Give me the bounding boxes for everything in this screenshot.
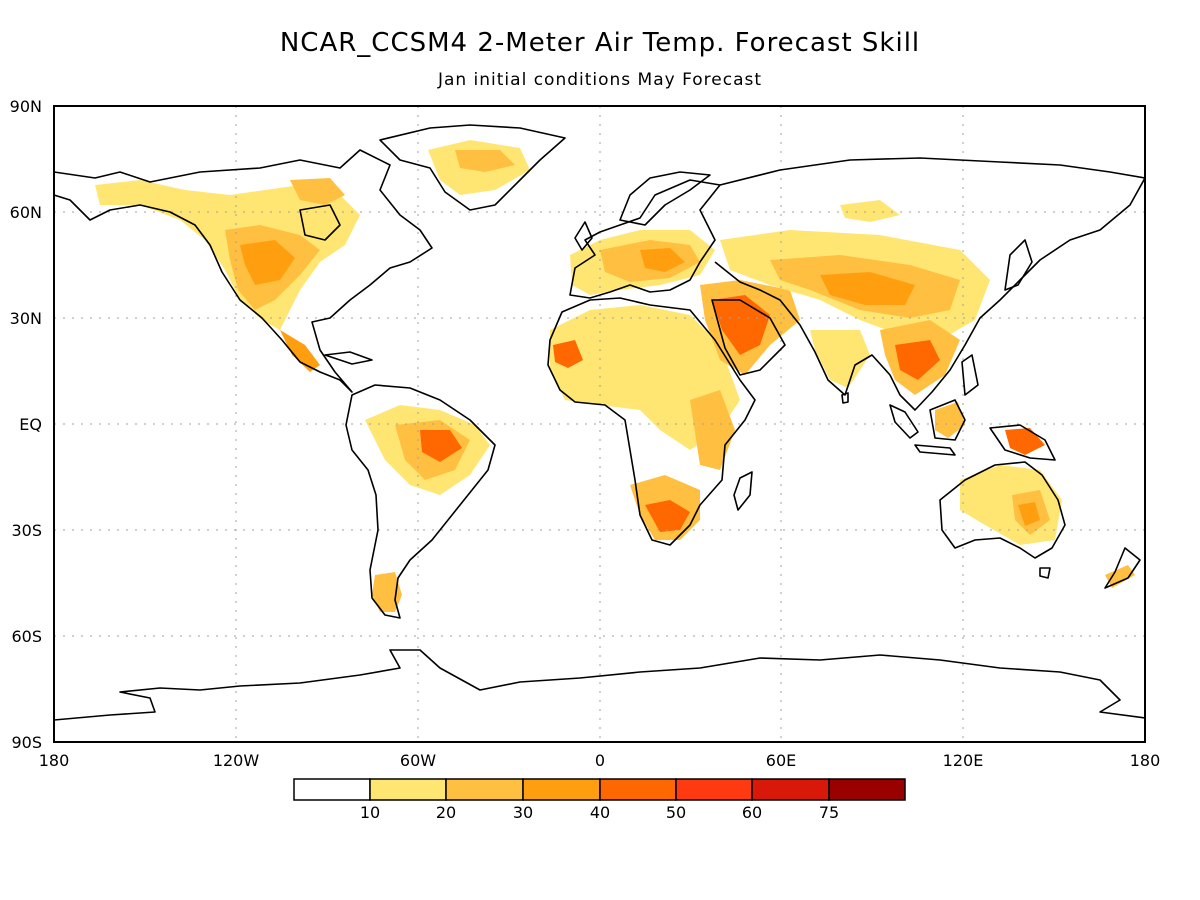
coast-greenland <box>379 124 566 211</box>
coast-scandinavia <box>619 171 711 226</box>
lat-label-90n: 90N <box>10 97 42 116</box>
lat-label-30s: 30S <box>11 521 42 540</box>
coast-europe <box>569 179 721 299</box>
colorbar-box-1 <box>369 778 447 801</box>
colorbar-label-60: 60 <box>742 803 762 822</box>
shade-australia <box>960 465 1062 545</box>
shade-mexico <box>280 330 320 372</box>
shade-west-africa <box>553 340 583 368</box>
colorbar-box-4 <box>599 778 677 801</box>
skill-shading <box>95 140 1135 612</box>
colorbar-label-20: 20 <box>436 803 456 822</box>
coast-sri-lanka <box>841 392 849 404</box>
shade-patagonia <box>372 572 402 612</box>
lon-label-60e: 60E <box>766 751 796 770</box>
coast-philippines <box>961 354 979 396</box>
colorbar-label-75: 75 <box>819 803 839 822</box>
shade-southeast-asia-2 <box>895 340 940 380</box>
coast-antarctica <box>54 649 1145 721</box>
colorbar-box-5 <box>675 778 753 801</box>
coastlines <box>54 124 1145 721</box>
coast-british-isles <box>574 221 593 251</box>
colorbar-box-0 <box>293 778 371 801</box>
lon-label-180w: 180 <box>39 751 70 770</box>
shade-europe-3 <box>640 248 685 272</box>
lon-label-120e: 120E <box>943 751 984 770</box>
coast-cuba <box>324 351 373 365</box>
lat-label-60n: 60N <box>10 203 42 222</box>
coast-south-america <box>345 384 496 619</box>
shade-north-america <box>95 180 360 330</box>
lat-label-eq: EQ <box>19 415 42 434</box>
lon-label-60w: 60W <box>400 751 436 770</box>
map-title: NCAR_CCSM4 2-Meter Air Temp. Forecast Sk… <box>279 28 921 58</box>
shade-greenland-2 <box>455 150 515 172</box>
coast-australia <box>939 461 1066 559</box>
colorbar-box-3 <box>522 778 601 801</box>
lon-label-120w: 120W <box>213 751 260 770</box>
shade-borneo <box>935 402 965 438</box>
shade-amazon-3 <box>420 430 462 462</box>
shade-central-asia-3 <box>820 272 915 305</box>
lon-label-0: 0 <box>595 751 605 770</box>
map-frame <box>53 105 1146 743</box>
colorbar: 10 20 30 40 50 60 75 <box>293 778 906 822</box>
coast-java <box>914 444 956 456</box>
shade-southern-africa-2 <box>645 500 690 532</box>
shade-india <box>810 330 870 388</box>
coast-arabia <box>711 299 786 376</box>
lon-label-180e: 180 <box>1130 751 1161 770</box>
colorbar-label-10: 10 <box>360 803 380 822</box>
shade-siberia <box>840 200 900 222</box>
coast-new-guinea <box>989 424 1056 461</box>
shade-new-zealand <box>1105 565 1135 588</box>
coast-japan <box>1004 239 1033 291</box>
coast-asia <box>714 157 1145 411</box>
colorbar-box-2 <box>445 778 524 801</box>
lat-label-60s: 60S <box>11 627 42 646</box>
latitude-labels: 90N 60N 30N EQ 30S 60S 90S <box>10 97 42 752</box>
colorbar-box-7 <box>828 778 906 801</box>
map-subtitle: Jan initial conditions May Forecast <box>437 70 763 90</box>
lat-label-90s: 90S <box>11 733 42 752</box>
coast-borneo <box>929 399 966 441</box>
lat-label-30n: 30N <box>10 309 42 328</box>
coast-north-america <box>54 149 433 393</box>
colorbar-label-30: 30 <box>513 803 533 822</box>
shade-australia-3 <box>1018 502 1040 526</box>
shade-new-guinea <box>1005 428 1045 455</box>
longitude-labels: 180 120W 60W 0 60E 120E 180 <box>39 751 1161 770</box>
shade-canada-north <box>290 178 345 205</box>
shade-east-africa <box>690 390 735 470</box>
coast-tasmania <box>1039 567 1051 579</box>
colorbar-label-40: 40 <box>590 803 610 822</box>
coast-madagascar <box>733 471 753 511</box>
colorbar-label-50: 50 <box>666 803 686 822</box>
shade-north-america-3 <box>240 240 295 285</box>
coast-sumatra <box>889 404 919 439</box>
colorbar-box-6 <box>751 778 830 801</box>
coast-africa <box>547 297 756 546</box>
coast-hudson-bay <box>299 204 341 241</box>
coast-new-zealand <box>1104 547 1141 589</box>
